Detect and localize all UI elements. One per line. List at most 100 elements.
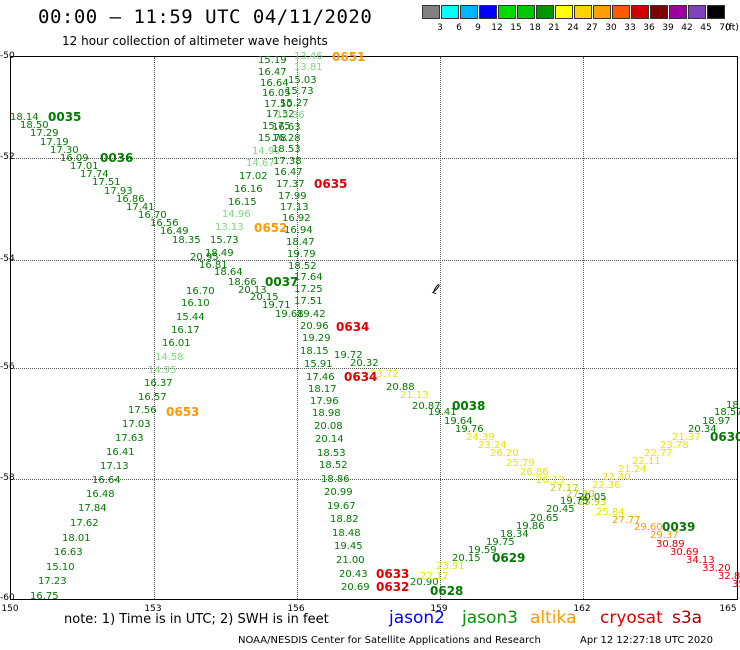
color-scale-swatch [688, 5, 706, 19]
wave-height-reading: 18.49 [205, 248, 234, 259]
pass-time-label: 0630 [710, 430, 740, 444]
wave-height-reading: 17.41 [126, 202, 155, 213]
wave-height-reading: 19.67 [327, 501, 356, 512]
wave-height-reading: 16.63 [54, 547, 83, 558]
wave-height-reading: 20.32 [350, 358, 379, 369]
wave-height-reading: 21.37 [672, 432, 701, 443]
wave-height-reading: 18.57 [714, 407, 740, 418]
wave-height-reading: 17.01 [70, 161, 99, 172]
wave-height-reading: 21.13 [400, 390, 429, 401]
wave-height-reading: 19.41 [428, 407, 457, 418]
wave-height-reading: 15.44 [176, 312, 205, 323]
wave-height-reading: 14.96 [222, 209, 251, 220]
pass-time-label: 0039 [662, 520, 696, 534]
wave-height-points: 15.19 13.46 16.47 13.81 16.64 15.03 16.05 15.73… [10, 51, 740, 602]
wave-height-reading: 18.98 [312, 408, 341, 419]
wave-height-reading: 16.01 [162, 338, 191, 349]
color-scale-unit: (ft) [725, 23, 739, 33]
wave-height-reading: 15.03 [288, 75, 317, 86]
wave-height-reading: 16.86 [116, 194, 145, 205]
wave-height-reading: 18.52 [319, 460, 348, 471]
wave-height-reading: 23.24 [478, 440, 507, 451]
wave-height-reading: 16.10 [181, 298, 210, 309]
wave-height-reading: 20.69 [341, 582, 370, 593]
wave-height-reading: 18.01 [62, 533, 91, 544]
wave-height-reading: 22.36 [592, 480, 621, 491]
color-scale-label: 45 [700, 23, 712, 33]
wave-height-reading: 18.52 [288, 261, 317, 272]
wave-height-reading: 33.20 [702, 563, 731, 574]
wave-height-reading: 15.19 [258, 55, 287, 66]
wave-height-reading: 22.40 [602, 472, 631, 483]
wave-height-reading: 15.91 [304, 359, 333, 370]
color-scale-swatch [574, 5, 592, 19]
wave-height-reading: 19.75 [560, 496, 589, 507]
pass-time-label: 0653 [166, 405, 200, 419]
wave-height-reading: 27.77 [612, 515, 641, 526]
longitude-label: 156 [287, 604, 305, 614]
wave-height-reading: 19.64 [444, 416, 473, 427]
color-scale-swatch [593, 5, 611, 19]
pass-time-label: 0634 [336, 320, 370, 334]
wave-height-reading: 18.34 [500, 529, 529, 540]
wave-height-reading: 21.24 [618, 464, 647, 475]
wave-height-reading: 20.45 [546, 504, 575, 515]
pass-time-label: 0035 [48, 110, 82, 124]
wave-height-reading: 16.64 [260, 78, 289, 89]
wave-height-reading: 20.90 [410, 577, 439, 588]
wave-height-reading: 15.27 [280, 98, 309, 109]
wave-height-reading: 17.37 [276, 179, 305, 190]
wave-height-reading: 17.74 [80, 169, 109, 180]
wave-height-reading: 26.86 [520, 467, 549, 478]
latitude-label: -54 [0, 254, 15, 264]
wave-height-reading: 18.53 [272, 144, 301, 155]
wave-height-reading: 16.56 [150, 218, 179, 229]
generation-timestamp: Apr 12 12:27:18 UTC 2020 [580, 635, 713, 646]
wave-height-reading: 13.46 [294, 51, 323, 62]
wave-height-reading: 15.73 [210, 235, 239, 246]
wave-height-reading: 18.14 [10, 112, 39, 123]
wave-height-reading: 17.64 [294, 272, 323, 283]
parallel-line [11, 368, 737, 369]
wave-height-reading: 16.92 [282, 213, 311, 224]
wave-height-reading: 20.95 [190, 252, 219, 263]
wave-height-reading: 15.75 [262, 121, 291, 132]
wave-height-reading: 14.67 [246, 158, 275, 169]
wave-height-reading: 17.56 [128, 405, 157, 416]
latitude-label: -52 [0, 152, 15, 162]
wave-height-reading: 15.10 [46, 562, 75, 573]
wave-height-reading: 16.17 [171, 325, 200, 336]
color-scale-label: 42 [681, 23, 693, 33]
wave-height-reading: 16.05 [262, 88, 291, 99]
wave-height-reading: 19.86 [516, 521, 545, 532]
latitude-label: -58 [0, 473, 15, 483]
wave-height-reading: 17.63 [115, 433, 144, 444]
wave-height-reading: 30.69 [670, 547, 699, 558]
wave-height-reading: 25.84 [596, 507, 625, 518]
wave-height-reading: 18.17 [308, 384, 337, 395]
latitude-label: -60 [0, 593, 15, 603]
wave-height-reading: 18.48 [332, 528, 361, 539]
wave-height-reading: 19.76 [455, 424, 484, 435]
wave-height-reading: 17.30 [50, 145, 79, 156]
wave-height-reading: 20.15 [452, 553, 481, 564]
wave-height-reading: 16.15 [228, 197, 257, 208]
parallel-line [11, 479, 737, 480]
color-scale-swatch [631, 5, 649, 19]
pass-time-label: 0628 [430, 584, 464, 598]
color-scale-label: 24 [567, 23, 579, 33]
wave-height-reading: 13.81 [294, 62, 323, 73]
wave-height-reading: 19.45 [334, 541, 363, 552]
color-scale-label: 27 [586, 23, 598, 33]
color-scale-label: 30 [605, 23, 617, 33]
color-scale-label: 9 [475, 23, 481, 33]
meridian-line [440, 57, 441, 599]
wave-height-reading: 20.34 [688, 424, 717, 435]
wave-height-reading: 32.89 [718, 571, 740, 582]
wave-height-reading: 17.29 [30, 128, 59, 139]
wave-height-reading: 17.23 [38, 576, 67, 587]
pass-time-label: 0635 [314, 177, 348, 191]
wave-height-reading: 17.51 [294, 296, 323, 307]
meridian-line [583, 57, 584, 599]
wave-height-reading: 20.15 [250, 292, 279, 303]
